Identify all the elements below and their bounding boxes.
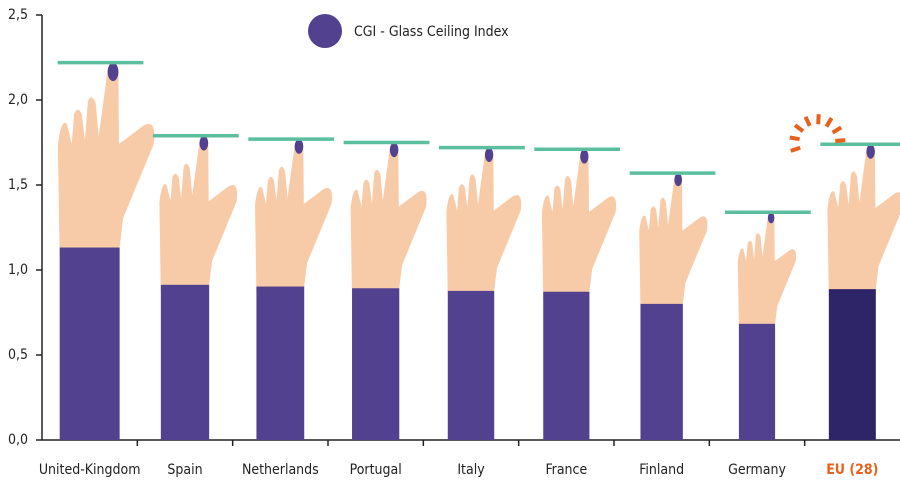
nail [199, 136, 208, 151]
hand [639, 174, 707, 310]
sleeve [739, 324, 775, 440]
hand [827, 145, 900, 296]
hand [159, 137, 237, 292]
sleeve [60, 248, 120, 440]
burst [806, 117, 810, 126]
nail [108, 63, 119, 81]
y-tick-label: 0,0 [8, 432, 28, 448]
nail [295, 139, 304, 154]
y-tick-label: 1,5 [8, 177, 28, 193]
x-tick-label: Netherlands [242, 462, 319, 478]
hand [255, 140, 332, 294]
hand [738, 213, 796, 329]
sleeve [640, 304, 682, 440]
burst [791, 148, 801, 151]
nail [866, 144, 874, 158]
hand [58, 64, 154, 257]
burst [790, 137, 800, 139]
y-tick-label: 2,5 [8, 7, 28, 23]
y-tick-label: 2,0 [8, 92, 28, 108]
x-tick-label: EU (28) [826, 462, 878, 478]
y-tick-label: 0,5 [8, 347, 28, 363]
burst [833, 127, 841, 132]
hand [351, 144, 427, 296]
nail [390, 143, 399, 158]
nail [485, 148, 493, 162]
x-tick-label: United-Kingdom [39, 462, 141, 478]
sleeve [543, 292, 589, 440]
x-tick-label: France [545, 462, 587, 478]
x-tick-label: Italy [457, 462, 485, 478]
sleeve [829, 289, 876, 440]
sleeve [161, 285, 209, 440]
nail [674, 173, 682, 186]
legend-marker [308, 14, 342, 48]
x-tick-label: Germany [728, 462, 786, 478]
burst [835, 140, 845, 141]
y-tick-label: 1,0 [8, 262, 28, 278]
hand [446, 149, 521, 298]
x-tick-label: Finland [639, 462, 684, 478]
legend-label: CGI - Glass Ceiling Index [354, 24, 509, 40]
sleeve [352, 288, 399, 440]
hand [542, 150, 616, 299]
burst [795, 125, 803, 131]
chart: 0,0 0,5 1,0 1,5 2,0 2,5 CGI - Glass Ceiling In… [0, 0, 900, 480]
nail [580, 149, 588, 163]
burst [826, 118, 831, 127]
x-tick-label: Spain [167, 462, 202, 478]
sleeve [256, 287, 304, 440]
x-tick-label: Portugal [350, 462, 402, 478]
sleeve [448, 291, 494, 440]
